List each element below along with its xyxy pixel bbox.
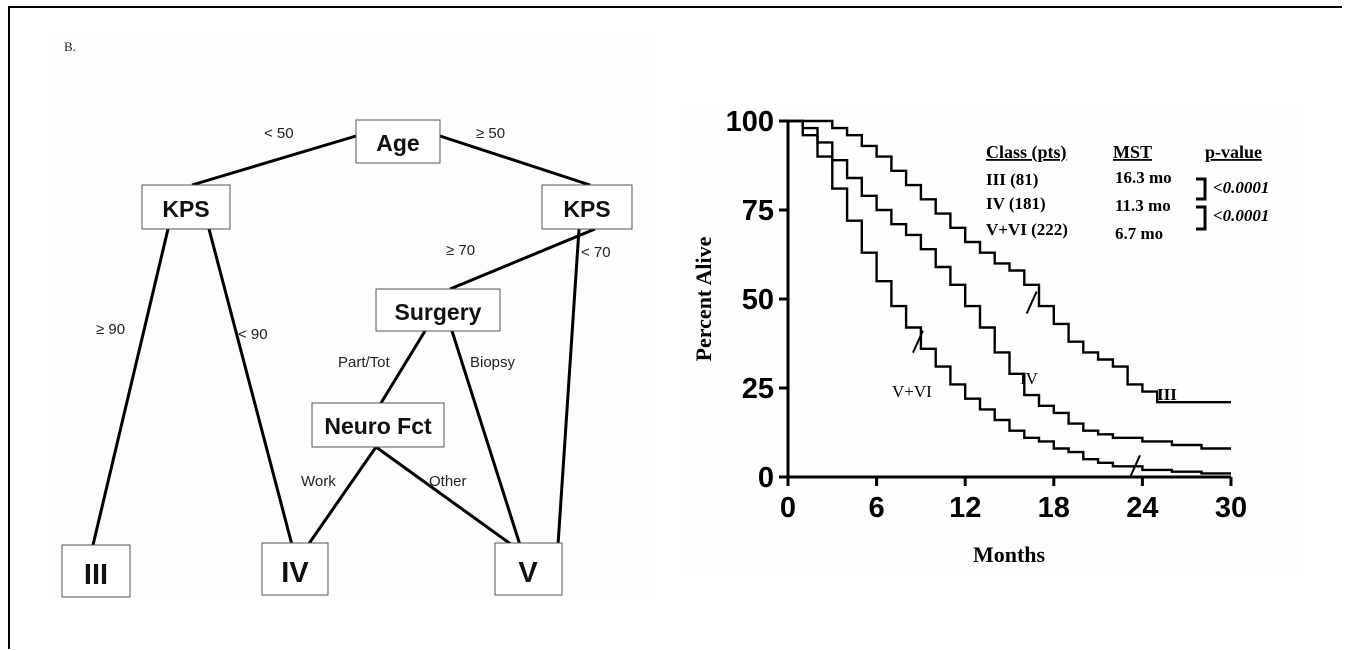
x-tick-label: 6 <box>869 492 885 524</box>
edge-label-kps-ge70: ≥ 70 <box>446 242 475 259</box>
pvalue-bracket <box>1196 205 1207 231</box>
node-class-iv: IV <box>261 542 329 596</box>
edge-label-neuro-work: Work <box>301 473 336 490</box>
pvalue-text: <0.0001 <box>1213 206 1269 225</box>
curve-label-vvi: V+VI <box>892 382 932 401</box>
node-age-label: Age <box>376 130 419 156</box>
edge-kps-iii <box>91 228 170 546</box>
legend-row-class: V+VI (222) <box>986 220 1068 239</box>
edge-label-surgery-part: Part/Tot <box>338 354 391 371</box>
censor-mark <box>912 330 924 354</box>
y-tick-label: 25 <box>742 373 774 405</box>
survival-chart-panel: 0 25 50 75 100 0 6 12 18 24 30 Percent Alive Mont… <box>683 105 1303 573</box>
edge-kps-v <box>556 228 581 546</box>
x-ticks: 0 6 12 18 24 30 <box>780 477 1247 524</box>
y-ticks: 0 25 50 75 100 <box>726 106 788 494</box>
legend-header-class: Class (pts) <box>986 142 1067 163</box>
edge-label-kps-lt70: < 70 <box>581 244 611 261</box>
y-tick-label: 0 <box>758 462 774 494</box>
tree-panel: B. Age KPS KPS Surger <box>50 33 649 600</box>
node-class-v-label: V <box>518 557 538 589</box>
node-class-iii: III <box>61 544 131 598</box>
legend-row-class: III (81) <box>986 170 1038 189</box>
tree-connectors <box>91 134 596 547</box>
decision-tree: B. Age KPS KPS Surger <box>61 39 633 598</box>
node-neuro: Neuro Fct <box>311 402 445 448</box>
x-tick-label: 12 <box>949 492 981 524</box>
node-surgery: Surgery <box>375 288 501 332</box>
edge-surgery-neuro <box>379 330 427 404</box>
survival-chart: 0 25 50 75 100 0 6 12 18 24 30 Percent Alive Mont… <box>691 106 1269 567</box>
node-kps-left: KPS <box>141 184 231 230</box>
edge-label-surgery-biopsy: Biopsy <box>470 354 516 371</box>
node-class-iv-label: IV <box>281 557 309 589</box>
edge-age-kps-left <box>191 134 357 187</box>
edge-neuro-v <box>375 445 513 547</box>
legend-header-mst: MST <box>1113 142 1152 162</box>
x-tick-label: 18 <box>1038 492 1070 524</box>
node-kps-left-label: KPS <box>162 196 209 222</box>
series-line-v-vi <box>788 119 1231 475</box>
censor-mark <box>1129 454 1141 478</box>
edge-kps-surgery <box>449 227 596 291</box>
censor-marks <box>912 291 1141 478</box>
y-tick-label: 75 <box>742 195 774 227</box>
edge-kps-iv <box>207 228 294 546</box>
y-tick-label: 100 <box>726 106 774 138</box>
series-lines <box>788 119 1231 475</box>
pvalue-bracket <box>1196 177 1207 201</box>
legend-row-mst: 11.3 mo <box>1115 196 1171 215</box>
node-class-iii-label: III <box>84 559 108 591</box>
node-surgery-label: Surgery <box>395 299 482 325</box>
edge-label-kps-lt90: < 90 <box>238 326 268 343</box>
node-class-v: V <box>494 542 563 596</box>
edge-label-neuro-other: Other <box>429 473 467 490</box>
legend-row-class: IV (181) <box>986 194 1046 213</box>
legend-table: Class (pts) MST p-value III (81) 16.3 mo… <box>986 142 1269 243</box>
edge-neuro-iv <box>306 446 378 546</box>
legend-header-pvalue: p-value <box>1205 142 1262 162</box>
edge-label-age-lt50: < 50 <box>264 125 294 142</box>
x-tick-label: 30 <box>1215 492 1247 524</box>
edge-label-age-ge50: ≥ 50 <box>476 125 505 142</box>
x-tick-label: 24 <box>1126 492 1158 524</box>
x-tick-label: 0 <box>780 492 796 524</box>
y-tick-label: 50 <box>742 284 774 316</box>
figure-frame <box>8 6 1342 649</box>
panel-label: B. <box>64 39 76 54</box>
curve-label-iii: III <box>1157 385 1177 404</box>
legend-row-mst: 6.7 mo <box>1115 224 1163 243</box>
node-age: Age <box>355 119 441 164</box>
legend-row-mst: 16.3 mo <box>1115 168 1172 187</box>
edge-surgery-v <box>450 330 522 546</box>
series-line-iv <box>788 119 1231 450</box>
edge-age-kps-right <box>439 134 591 187</box>
edge-label-kps-ge90: ≥ 90 <box>96 321 125 338</box>
node-kps-right-label: KPS <box>563 196 610 222</box>
node-neuro-label: Neuro Fct <box>324 413 432 439</box>
x-axis-label: Months <box>973 542 1046 567</box>
curve-label-iv: IV <box>1020 369 1039 388</box>
y-axis-label: Percent Alive <box>691 236 716 361</box>
node-kps-right: KPS <box>541 184 633 230</box>
censor-mark <box>1025 291 1038 314</box>
series-line-iii <box>788 119 1231 404</box>
pvalue-text: <0.0001 <box>1213 178 1269 197</box>
